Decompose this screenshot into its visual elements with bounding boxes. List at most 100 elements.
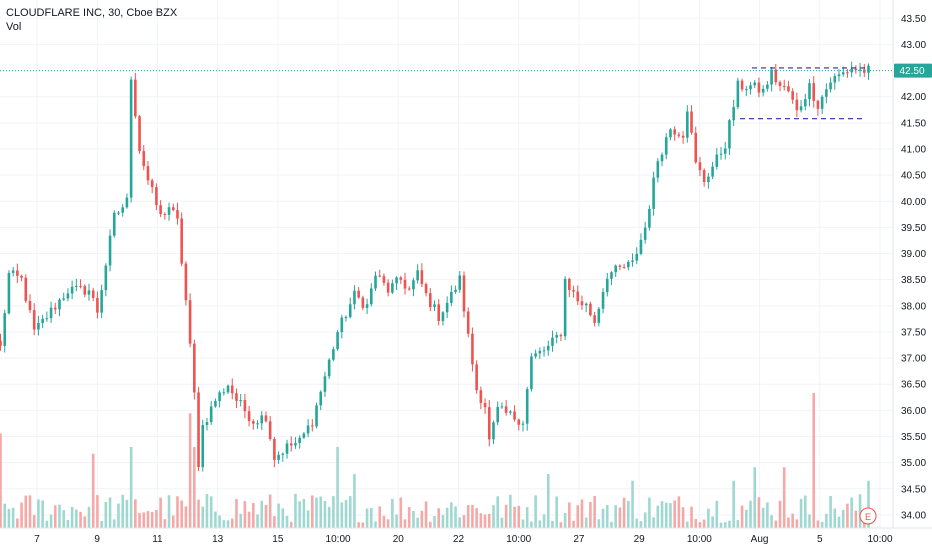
earnings-marker[interactable]: E xyxy=(859,507,877,525)
candle-body xyxy=(740,80,744,90)
candle-body xyxy=(344,317,348,319)
time-tick-label: 10:00 xyxy=(867,534,892,545)
volume-bar xyxy=(117,503,120,528)
candle-body xyxy=(858,69,862,71)
volume-bar xyxy=(433,515,436,528)
candle-body xyxy=(732,107,735,121)
volume-bar xyxy=(740,505,744,528)
candle-body xyxy=(62,298,66,300)
candle-body xyxy=(125,197,129,208)
candle-body xyxy=(723,148,727,154)
candle-body xyxy=(605,278,609,293)
candle-body xyxy=(104,265,108,291)
volume-bar xyxy=(24,495,28,528)
candle-body xyxy=(247,411,251,422)
volume-bar xyxy=(171,515,175,528)
candle-body xyxy=(601,292,605,309)
candle-body xyxy=(403,279,407,289)
price-tick-label: 40.00 xyxy=(901,197,926,208)
candle-body xyxy=(778,82,782,86)
volume-bar xyxy=(517,505,521,528)
candle-body xyxy=(11,270,15,273)
candle-body xyxy=(41,318,44,323)
candle-body xyxy=(458,275,462,290)
volume-bar xyxy=(686,521,689,528)
volume-bar xyxy=(833,508,837,528)
candle-body xyxy=(121,207,124,213)
candle-body xyxy=(761,88,765,93)
candle-body xyxy=(584,303,588,306)
candle-body xyxy=(138,116,141,152)
volume-bar xyxy=(218,515,221,528)
volume-bar xyxy=(542,514,546,528)
candle-body xyxy=(635,253,639,261)
candle-body xyxy=(49,307,53,319)
volume-bar xyxy=(121,494,124,528)
candle-body xyxy=(391,283,394,293)
volume-bar xyxy=(525,507,529,528)
volume-bar xyxy=(399,497,403,528)
candle-body xyxy=(374,275,377,289)
candle-body xyxy=(420,270,424,285)
volume-bar xyxy=(500,517,504,528)
time-axis[interactable]: 7 9 11 13 15 10:00 20 22 10:00 27 29 10:00 Aug 5 10:00 xyxy=(34,534,893,545)
candle-body xyxy=(277,454,280,460)
candle-body xyxy=(610,272,613,279)
candle-body xyxy=(563,278,567,337)
volume-bar xyxy=(580,499,584,528)
volume-bar xyxy=(445,507,449,528)
volume-bar xyxy=(243,501,247,528)
candle-body xyxy=(614,265,617,273)
volume-bar xyxy=(306,510,310,528)
volume-bar xyxy=(386,519,390,528)
volume-bar xyxy=(627,500,630,528)
candle-body xyxy=(803,99,807,107)
candle-body xyxy=(361,297,365,308)
volume-bar xyxy=(239,513,242,528)
time-tick-label: 11 xyxy=(152,534,163,545)
volume-bar xyxy=(129,447,133,528)
volume-bar xyxy=(728,520,731,528)
candle-body xyxy=(209,406,213,423)
volume-bar xyxy=(690,506,693,528)
volume-bar xyxy=(778,500,782,528)
current-price-tag: 42.50 xyxy=(894,63,932,78)
volume-bar xyxy=(20,502,23,528)
volume-indicator-label[interactable]: Vol xyxy=(6,21,22,33)
candle-body xyxy=(745,89,748,91)
volume-bar xyxy=(454,506,457,528)
volume-bar xyxy=(858,494,862,528)
volume-bar xyxy=(58,504,61,528)
volume-bar xyxy=(656,505,660,528)
price-tick-label: 43.00 xyxy=(901,40,926,51)
volume-bar xyxy=(766,502,769,528)
candle-body xyxy=(16,270,19,276)
candle-body xyxy=(20,275,23,278)
volume-bar xyxy=(589,502,592,528)
candle-body xyxy=(386,282,390,293)
volume-bar xyxy=(87,506,91,528)
current-price-label: 42.50 xyxy=(899,66,924,77)
volume-bar xyxy=(28,495,32,528)
candle-body xyxy=(319,391,323,406)
candle-body xyxy=(837,74,841,77)
candle-body xyxy=(862,69,866,73)
price-axis[interactable]: 34.00 34.50 35.00 35.50 36.00 36.50 37.00 37.50… xyxy=(901,14,926,522)
candle-body xyxy=(289,443,293,446)
candle-body xyxy=(715,154,719,167)
symbol-title[interactable]: CLOUDFLARE INC, 30, Cboe BZX xyxy=(6,7,178,19)
candle-body xyxy=(454,289,457,292)
candle-body xyxy=(306,425,310,434)
volume-bar xyxy=(702,519,706,528)
candle-body xyxy=(214,401,217,407)
price-tick-label: 43.50 xyxy=(901,14,926,25)
volume-bar xyxy=(791,513,794,528)
candle-body xyxy=(201,425,205,468)
time-tick-label: 29 xyxy=(634,534,646,545)
candle-body xyxy=(707,176,710,183)
volume-bar xyxy=(711,516,714,528)
candle-body xyxy=(0,340,2,346)
volume-bar xyxy=(41,500,44,528)
volume-bar xyxy=(268,494,272,528)
